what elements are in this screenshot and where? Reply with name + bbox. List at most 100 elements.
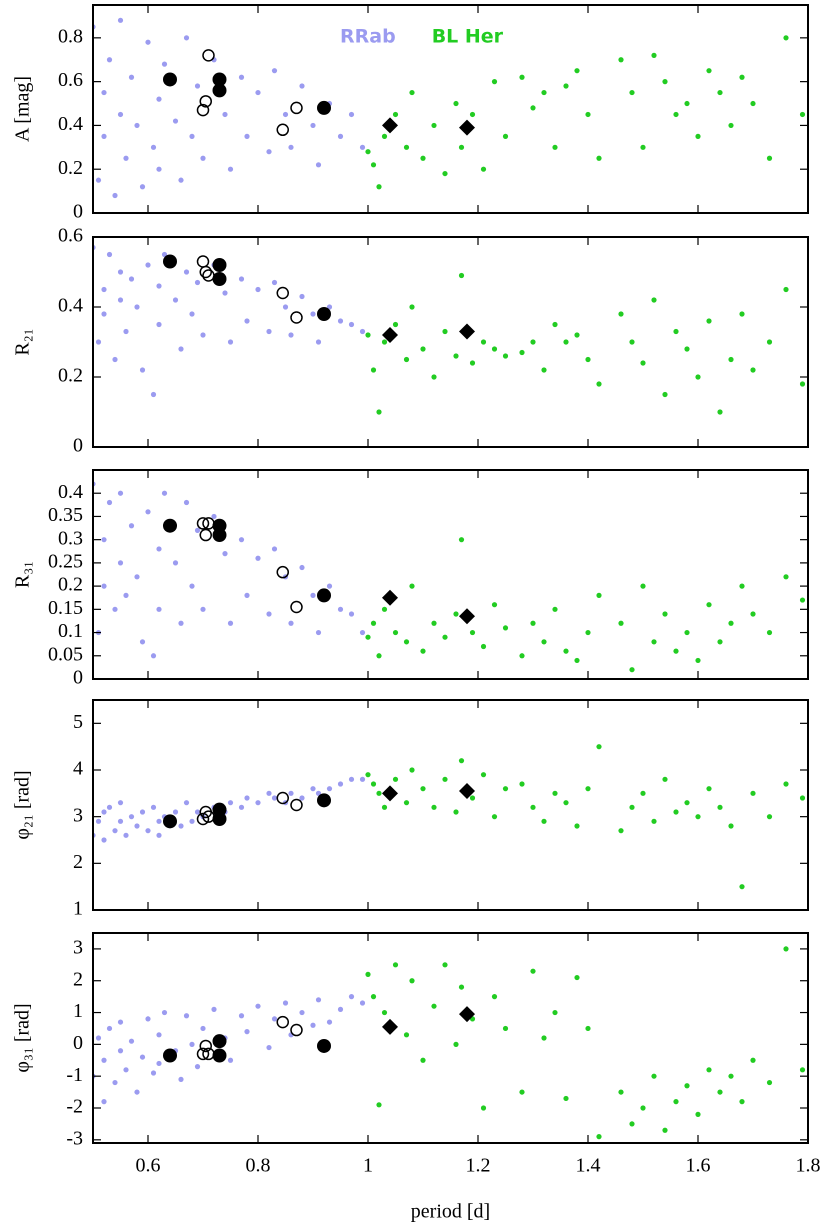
point: [337, 133, 344, 139]
point: [299, 83, 305, 89]
point: [310, 311, 316, 317]
point: [382, 589, 398, 606]
point: [310, 1022, 316, 1028]
point: [530, 968, 536, 974]
y-tick-label: 0.2: [58, 157, 83, 179]
point: [662, 79, 668, 85]
point: [161, 251, 168, 258]
y-tick-label: 0: [73, 667, 83, 689]
point: [491, 814, 498, 820]
point: [783, 781, 789, 787]
point: [596, 592, 602, 599]
point: [150, 391, 157, 398]
point: [194, 83, 201, 89]
point: [317, 100, 331, 115]
point: [123, 155, 129, 161]
point: [315, 162, 322, 168]
point: [706, 602, 712, 608]
point: [574, 974, 580, 981]
point: [469, 795, 476, 801]
point: [227, 1057, 234, 1063]
point: [156, 96, 162, 102]
legend-label: RRab: [340, 26, 396, 48]
point: [783, 35, 789, 41]
point: [480, 1105, 487, 1111]
point: [376, 409, 382, 415]
point: [585, 111, 591, 118]
y-tick-label: 2: [73, 851, 83, 873]
y-tick-label: 1: [73, 1000, 83, 1022]
point: [382, 327, 398, 343]
point: [183, 1013, 190, 1019]
point: [310, 592, 316, 599]
point: [706, 1067, 712, 1073]
point: [673, 809, 679, 815]
point: [123, 832, 129, 838]
point: [541, 639, 547, 645]
legend-label: BL Her: [432, 26, 504, 48]
point: [200, 155, 206, 161]
point: [348, 611, 355, 617]
point: [101, 286, 107, 293]
point: [640, 360, 646, 366]
point: [629, 1121, 635, 1127]
point: [117, 1048, 124, 1054]
point: [150, 653, 157, 659]
point: [276, 286, 289, 300]
point: [519, 349, 525, 356]
point: [145, 828, 151, 834]
y-axis-label: A [mag]: [12, 76, 34, 142]
y-tick-label: 0.6: [58, 69, 83, 91]
point: [618, 1089, 624, 1095]
point: [392, 629, 399, 636]
point: [574, 657, 580, 664]
point: [112, 606, 118, 612]
point: [276, 123, 289, 137]
point: [491, 79, 498, 85]
point: [651, 639, 657, 645]
point: [739, 74, 745, 80]
point: [106, 57, 113, 63]
point: [194, 809, 201, 815]
x-tick-label: 0.6: [136, 1155, 161, 1177]
plot-frame: [92, 932, 809, 1144]
point: [337, 318, 344, 324]
point: [370, 781, 377, 787]
point: [244, 133, 250, 139]
plot-area: [93, 946, 806, 1140]
point: [799, 597, 806, 603]
point: [101, 89, 107, 96]
point: [453, 809, 459, 815]
point: [717, 409, 723, 415]
point: [420, 1057, 426, 1063]
point: [728, 122, 734, 129]
y-tick-label: 0.4: [58, 295, 83, 317]
point: [161, 1009, 168, 1016]
point: [200, 1025, 206, 1032]
point: [310, 786, 316, 792]
point: [202, 269, 215, 282]
point: [178, 823, 184, 829]
point: [706, 786, 712, 792]
point: [163, 518, 177, 533]
point: [662, 1127, 668, 1133]
point: [459, 323, 475, 340]
point: [728, 1073, 734, 1079]
point: [95, 177, 102, 183]
point: [189, 818, 195, 824]
point: [403, 800, 410, 806]
y-tick-label: 3: [73, 937, 83, 959]
point: [766, 155, 773, 161]
point: [530, 620, 536, 626]
point: [530, 339, 536, 345]
point: [739, 583, 745, 589]
point: [134, 823, 140, 829]
point: [117, 490, 124, 496]
y-tick-label: 0.6: [58, 225, 83, 247]
y-tick-label: 0.25: [48, 550, 83, 572]
point: [212, 72, 227, 87]
point: [178, 177, 184, 183]
point: [134, 304, 140, 310]
point: [172, 560, 179, 566]
